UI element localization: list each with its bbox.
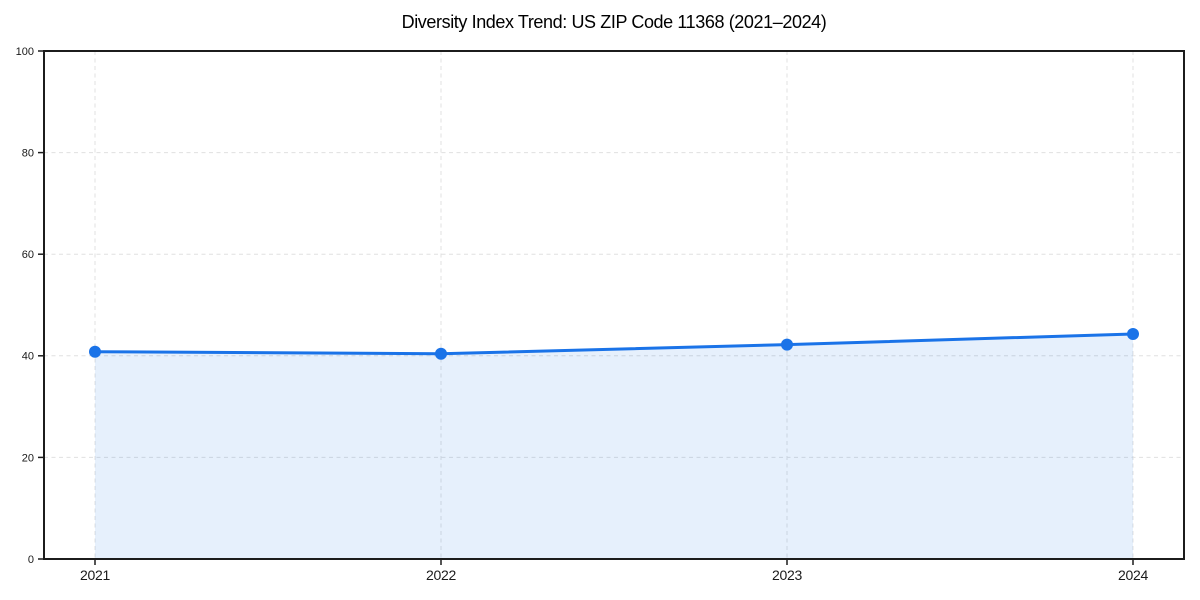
y-tick-label: 60: [22, 249, 34, 261]
chart-title: Diversity Index Trend: US ZIP Code 11368…: [401, 12, 827, 32]
y-tick-label: 20: [22, 452, 34, 464]
x-tick-label: 2024: [1118, 567, 1148, 583]
plot-spines: [43, 50, 1185, 560]
data-point-2023: [781, 338, 793, 351]
data-point-2022: [435, 347, 447, 360]
data-point-2024: [1127, 327, 1139, 340]
x-tick-label: 2021: [80, 567, 110, 583]
y-tick-label: 0: [28, 554, 34, 566]
data-point-2021: [89, 345, 101, 358]
y-tick-label: 80: [22, 147, 34, 159]
y-tick-label: 100: [16, 46, 34, 58]
trend-line: [93, 332, 1135, 356]
x-tick-label: 2023: [772, 567, 802, 583]
area-fill: [95, 333, 1133, 559]
x-tick-label: 2022: [426, 567, 456, 583]
y-tick-label: 40: [22, 351, 34, 363]
